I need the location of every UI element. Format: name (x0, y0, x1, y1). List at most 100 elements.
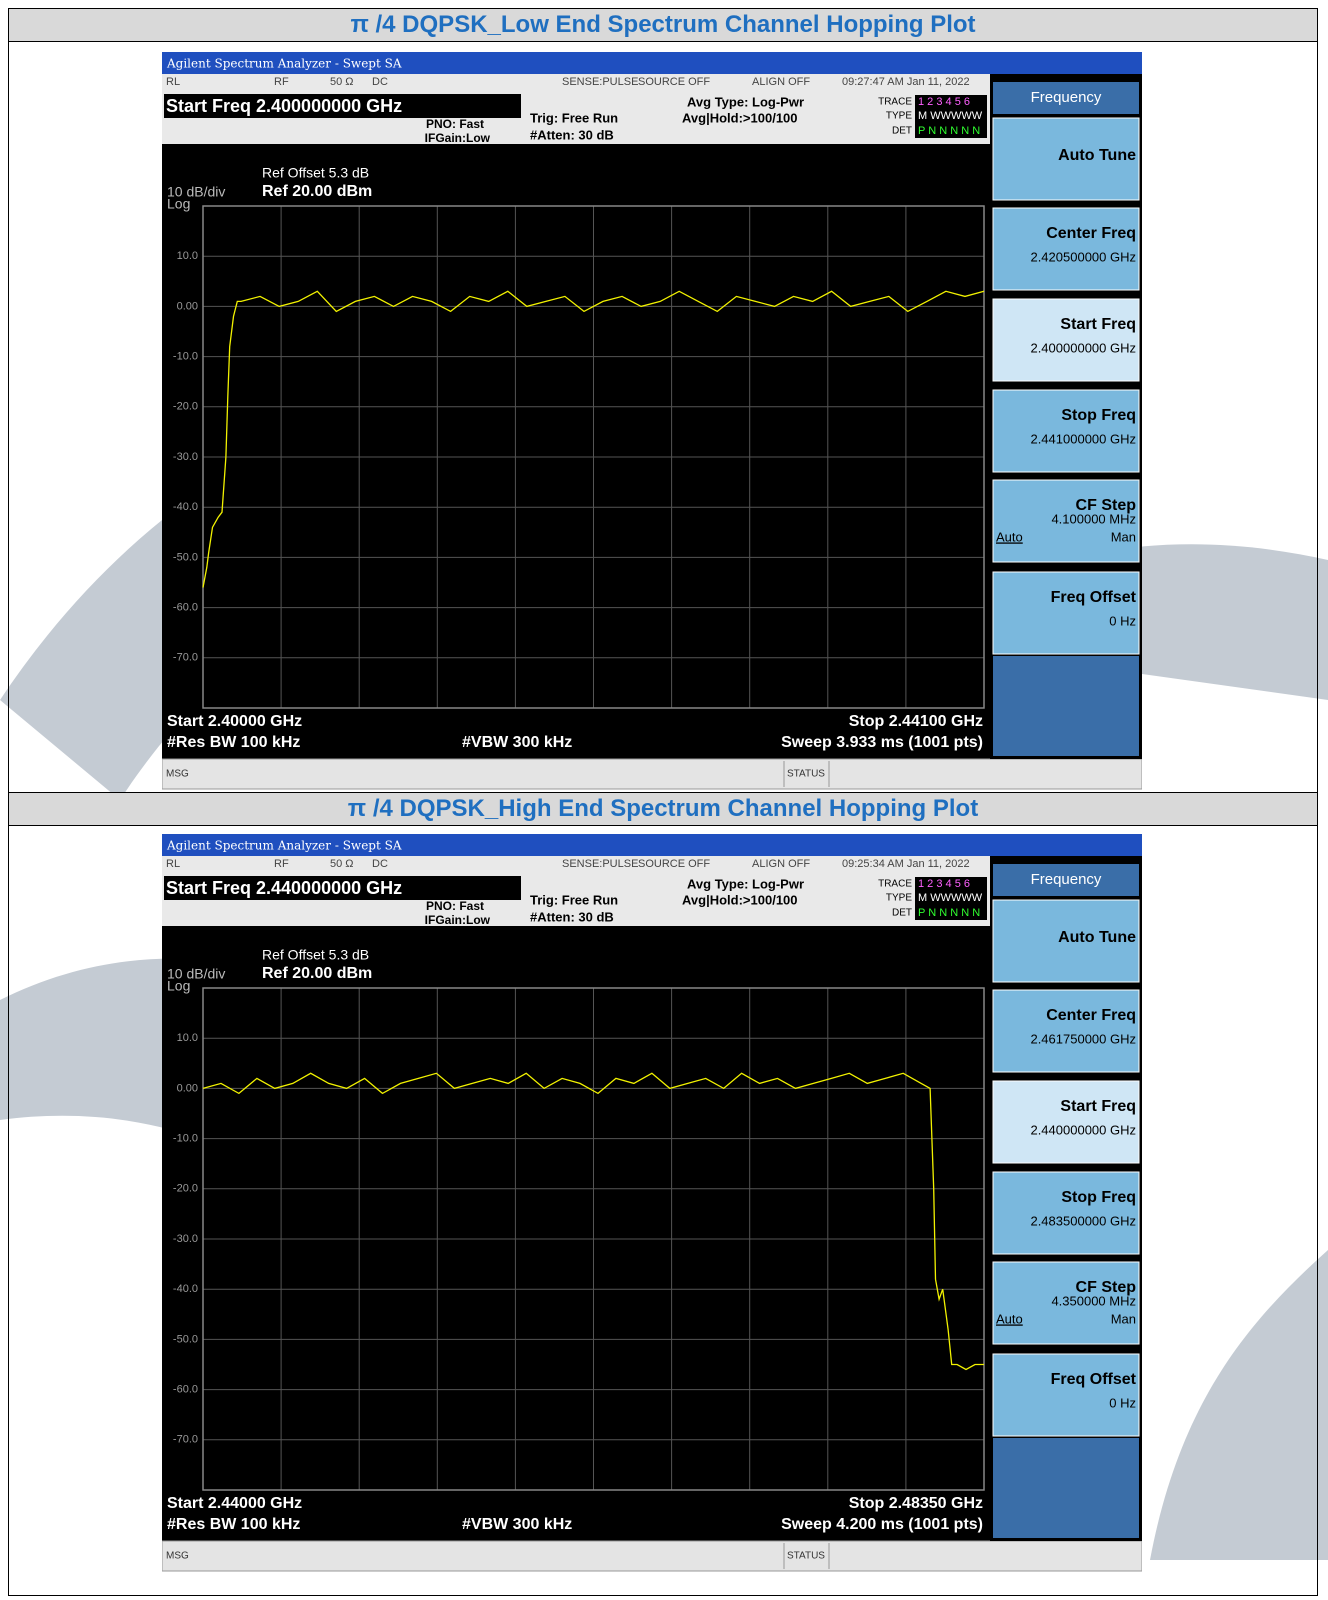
sweep: Sweep 3.933 ms (1001 pts) (781, 734, 983, 751)
y-tick-label: -10.0 (173, 351, 198, 363)
scale: 10 dB/div (167, 184, 225, 200)
y-tick-label: -30.0 (173, 1233, 198, 1245)
pno: PNO: Fast (426, 117, 484, 131)
menu-header (993, 864, 1139, 896)
y-tick-label: -50.0 (173, 551, 198, 563)
plot-frame (202, 987, 985, 1491)
softkey-label: Auto Tune (1058, 929, 1136, 946)
softkey-blank (993, 656, 1139, 756)
start-freq: Start 2.44000 GHz (167, 1495, 302, 1512)
res-bw: #Res BW 100 kHz (167, 734, 300, 751)
softkey[interactable] (992, 117, 1140, 201)
window-bar (162, 834, 1142, 856)
softkey[interactable] (992, 389, 1140, 473)
window-title: Agilent Spectrum Analyzer - Swept SA (166, 839, 402, 853)
ifgain: IFGain:Low (425, 913, 491, 927)
softkey[interactable] (992, 899, 1140, 983)
watermark-shape (1150, 1250, 1328, 1560)
y-tick-label: 0.00 (177, 1082, 198, 1094)
status-text: ALIGN OFF (752, 858, 810, 870)
trace-box (915, 877, 987, 920)
y-tick-label: -60.0 (173, 602, 198, 614)
softkey[interactable] (992, 298, 1140, 382)
softkey[interactable] (992, 571, 1140, 655)
softkey-man: Man (1111, 529, 1136, 544)
y-tick-label: -10.0 (173, 1133, 198, 1145)
status-text: 50 Ω (330, 858, 354, 870)
y-tick-label: -50.0 (173, 1333, 198, 1345)
softkey-label: Freq Offset (1051, 589, 1137, 606)
y-tick-label: -60.0 (173, 1384, 198, 1396)
softkey-value: 0 Hz (1109, 613, 1136, 628)
section-title: π /4 DQPSK_Low End Spectrum Channel Hopp… (8, 8, 1318, 42)
y-tick-label: -30.0 (173, 451, 198, 463)
softkey[interactable] (992, 1080, 1140, 1164)
y-tick-label: 10.0 (177, 250, 198, 262)
plot-frame (202, 205, 985, 709)
trace-types: M WWWWW (918, 110, 983, 122)
softkey[interactable] (992, 989, 1140, 1073)
det-label: DET (892, 908, 912, 919)
status-text: 09:27:47 AM Jan 11, 2022 (842, 76, 970, 88)
softkey[interactable] (992, 207, 1140, 291)
stop-freq: Stop 2.44100 GHz (849, 713, 983, 730)
softkey[interactable] (992, 479, 1140, 563)
softkey[interactable] (992, 1353, 1140, 1437)
trace-detectors: P N N N N N (918, 907, 980, 919)
y-tick-label: -40.0 (173, 1283, 198, 1295)
trace-numbers: 1 2 3 4 5 6 (918, 96, 970, 108)
y-tick-label: 0.00 (177, 300, 198, 312)
status-text: RL (166, 76, 180, 88)
menu-title: Frequency (1031, 89, 1102, 106)
avg-hold: Avg|Hold:>100/100 (682, 110, 798, 125)
msg-bar (162, 758, 1142, 790)
analyzer-screen: Agilent Spectrum Analyzer - Swept SA RL RF… (162, 834, 1142, 1572)
menu-header (993, 82, 1139, 114)
screen (162, 144, 990, 759)
sweep: Sweep 4.200 ms (1001 pts) (781, 1516, 983, 1533)
start-freq: Start 2.40000 GHz (167, 713, 302, 730)
trace-label: TRACE (878, 879, 912, 890)
status-text: SENSE:PULSE (562, 858, 638, 870)
softkey-label: CF Step (1076, 497, 1137, 514)
stop-freq: Stop 2.48350 GHz (849, 1495, 983, 1512)
attenuation: #Atten: 30 dB (530, 909, 614, 924)
ref-level: Ref 20.00 dBm (262, 965, 372, 982)
y-tick-label: -70.0 (173, 652, 198, 664)
type-label: TYPE (886, 893, 912, 904)
screen (162, 926, 990, 1541)
y-tick-label: -40.0 (173, 501, 198, 513)
softkey[interactable] (992, 1171, 1140, 1255)
status-text: ALIGN OFF (752, 76, 810, 88)
softkey-value: 2.483500000 GHz (1030, 1213, 1136, 1228)
softkey-value: 2.461750000 GHz (1030, 1031, 1136, 1046)
softkey-value: 0 Hz (1109, 1395, 1136, 1410)
trigger: Trig: Free Run (530, 110, 618, 125)
status-text: SOURCE OFF (638, 76, 710, 88)
softkey-label: CF Step (1076, 1279, 1137, 1296)
softkey-man: Man (1111, 1311, 1136, 1326)
window-title: Agilent Spectrum Analyzer - Swept SA (166, 57, 402, 71)
softkey-label: Stop Freq (1061, 1189, 1136, 1206)
active-setting: Start Freq 2.440000000 GHz (166, 878, 402, 898)
softkey-label: Start Freq (1060, 316, 1136, 333)
status-text: 09:25:34 AM Jan 11, 2022 (842, 858, 970, 870)
trace-types: M WWWWW (918, 892, 983, 904)
softkey-label: Center Freq (1046, 1007, 1136, 1024)
status-label: STATUS (787, 1551, 825, 1562)
msg-label: MSG (166, 769, 189, 780)
section-title: π /4 DQPSK_High End Spectrum Channel Hop… (8, 792, 1318, 826)
setting-box (164, 94, 521, 118)
active-setting: Start Freq 2.400000000 GHz (166, 96, 402, 116)
softkey-value: 4.350000 MHz (1051, 1293, 1136, 1308)
msg-bar (162, 1540, 1142, 1572)
softkey[interactable] (992, 1261, 1140, 1345)
softkey-label: Auto Tune (1058, 147, 1136, 164)
status-text: DC (372, 76, 388, 88)
trace-line (202, 1072, 984, 1371)
trace-label: TRACE (878, 97, 912, 108)
setting-box (164, 876, 521, 900)
status-text: SOURCE OFF (638, 858, 710, 870)
softkey-value: 2.420500000 GHz (1030, 249, 1136, 264)
softkey-blank (993, 1438, 1139, 1538)
